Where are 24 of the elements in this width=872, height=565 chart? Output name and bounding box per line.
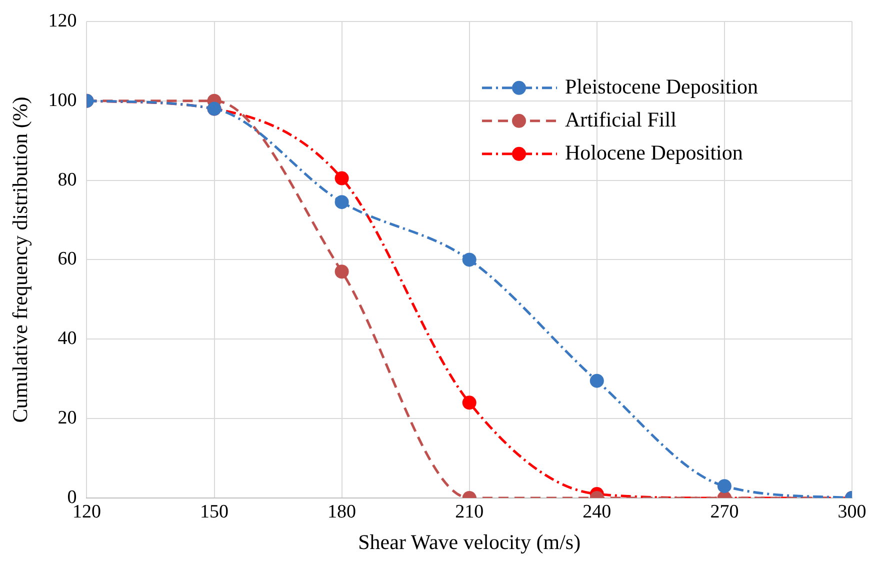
- y-tick-label: 40: [58, 328, 77, 350]
- point: [462, 396, 476, 410]
- point: [334, 171, 349, 186]
- legend-label: Pleistocene Deposition: [565, 74, 759, 98]
- x-tick-label: 240: [582, 501, 612, 522]
- y-tick-label: 20: [58, 408, 77, 429]
- x-tick-label: 270: [710, 501, 739, 522]
- point: [462, 252, 476, 267]
- point: [334, 264, 349, 279]
- y-tick-label: 60: [58, 248, 77, 270]
- point: [717, 479, 732, 494]
- y-tick-label: 120: [48, 10, 77, 32]
- legend-label: Holocene Deposition: [565, 140, 744, 164]
- x-axis-title: Shear Wave velocity (m/s): [358, 530, 581, 554]
- legend-label: Artificial Fill: [565, 107, 677, 132]
- x-tick-label: 300: [838, 501, 866, 522]
- x-tick-label: 210: [455, 501, 484, 522]
- x-tick-label: 180: [328, 501, 356, 522]
- y-tick-label: 100: [48, 90, 77, 111]
- y-axis-title: Cumulative frequency distribution (%): [8, 96, 32, 423]
- point: [590, 374, 604, 388]
- x-tick-label: 150: [200, 501, 228, 522]
- point: [334, 195, 349, 210]
- y-tick-label: 80: [58, 169, 77, 190]
